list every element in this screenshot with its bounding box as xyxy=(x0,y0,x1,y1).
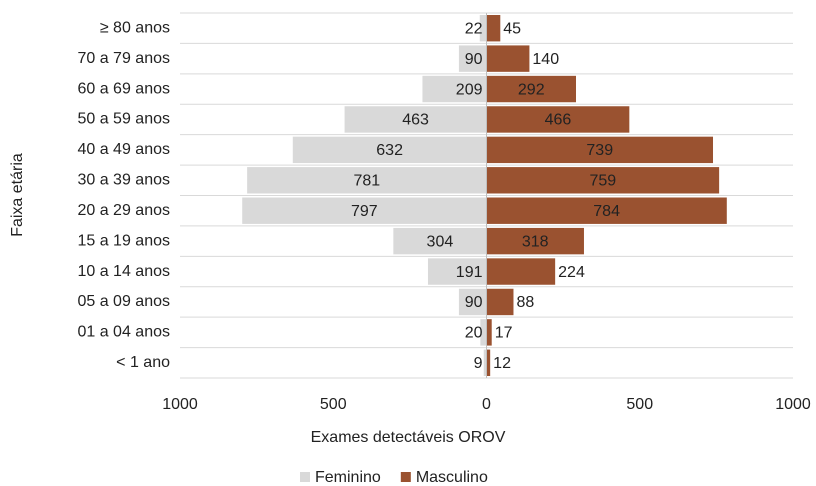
y-tick-label: 50 a 59 anos xyxy=(77,111,170,128)
data-label: 759 xyxy=(589,173,616,190)
bar xyxy=(292,136,487,164)
bar xyxy=(486,288,514,316)
x-tick-label: 500 xyxy=(626,396,653,413)
data-label: 90 xyxy=(465,294,483,311)
bar xyxy=(486,349,491,376)
data-label: 797 xyxy=(351,203,378,220)
x-tick-label: 1000 xyxy=(775,396,811,413)
data-label: 318 xyxy=(522,233,549,250)
bar xyxy=(422,75,487,103)
y-tick-label: 01 a 04 anos xyxy=(77,324,170,341)
data-label: 292 xyxy=(518,81,545,98)
data-label: 739 xyxy=(586,142,613,159)
bar xyxy=(486,15,501,42)
y-tick-label: 05 a 09 anos xyxy=(77,293,170,310)
data-label: 209 xyxy=(456,81,483,98)
bar xyxy=(486,106,630,133)
bar xyxy=(247,167,487,194)
y-tick-label: 10 a 14 anos xyxy=(77,263,170,280)
y-tick-label: < 1 ano xyxy=(116,354,170,371)
data-label: 12 xyxy=(493,355,511,372)
y-tick-label: ≥ 80 anos xyxy=(100,19,170,36)
data-label: 784 xyxy=(593,203,620,220)
data-label: 90 xyxy=(465,51,483,68)
legend-label: Feminino xyxy=(315,469,381,486)
data-label: 88 xyxy=(516,294,534,311)
bar xyxy=(483,349,487,376)
data-label: 17 xyxy=(495,325,513,342)
data-label: 140 xyxy=(532,51,559,68)
y-tick-label: 15 a 19 anos xyxy=(77,232,170,249)
legend-label: Masculino xyxy=(416,469,488,486)
bar xyxy=(458,288,487,316)
x-tick-label: 500 xyxy=(320,396,347,413)
data-label: 304 xyxy=(427,233,454,250)
data-label: 45 xyxy=(503,20,521,37)
y-tick-label: 70 a 79 anos xyxy=(77,50,170,67)
bar xyxy=(480,319,487,346)
bar xyxy=(486,167,720,194)
data-label: 9 xyxy=(474,355,483,372)
bar xyxy=(486,319,492,346)
data-label: 466 xyxy=(545,112,572,129)
y-axis-label: Faixa etária xyxy=(9,153,26,237)
data-label: 191 xyxy=(456,264,483,281)
bar xyxy=(242,197,487,224)
data-label: 781 xyxy=(353,173,380,190)
y-tick-label: 40 a 49 anos xyxy=(77,141,170,158)
x-tick-label: 0 xyxy=(482,396,491,413)
bar xyxy=(486,75,576,103)
bar xyxy=(486,45,530,72)
bar xyxy=(479,15,487,42)
y-tick-label: 30 a 39 anos xyxy=(77,172,170,189)
legend-swatch xyxy=(400,472,411,482)
bar xyxy=(393,227,487,255)
data-label: 463 xyxy=(402,112,429,129)
data-label: 632 xyxy=(376,142,403,159)
bar xyxy=(486,197,727,224)
data-label: 22 xyxy=(465,20,483,37)
bar xyxy=(427,258,487,285)
data-label: 224 xyxy=(558,264,585,281)
bar xyxy=(344,106,487,133)
data-label: 20 xyxy=(465,325,483,342)
x-tick-label: 1000 xyxy=(162,396,198,413)
bar xyxy=(458,45,487,72)
bar xyxy=(486,136,714,164)
y-tick-label: 60 a 69 anos xyxy=(77,80,170,97)
y-tick-label: 20 a 29 anos xyxy=(77,202,170,219)
legend-swatch xyxy=(300,472,310,482)
bar xyxy=(486,227,584,255)
x-axis-label: Exames detectáveis OROV xyxy=(311,429,506,446)
bar xyxy=(486,258,556,285)
